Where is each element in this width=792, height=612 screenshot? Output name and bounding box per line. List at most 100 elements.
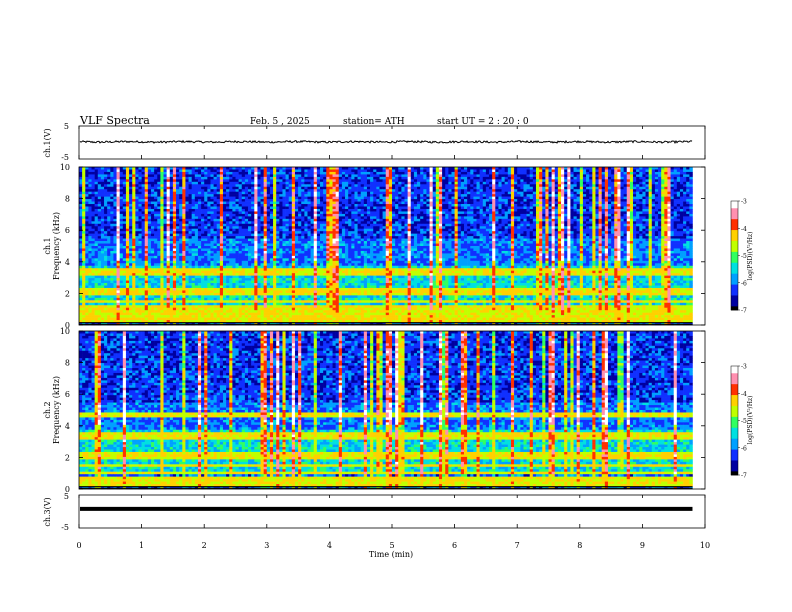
spectrogram-cell — [198, 204, 201, 207]
spectrogram-cell — [605, 192, 608, 195]
spectrogram-cell — [458, 219, 461, 222]
spectrogram-cell — [589, 192, 592, 195]
spectrogram-cell — [320, 204, 323, 207]
spectrogram-cell — [214, 226, 217, 229]
spectrogram-cell — [286, 211, 289, 214]
spectrogram-cell — [395, 209, 398, 212]
spectrogram-cell — [92, 174, 95, 177]
spectrogram-cell — [523, 169, 526, 172]
spectrogram-cell — [417, 197, 420, 200]
spectrogram-cell — [92, 194, 95, 197]
spectrogram-cell — [326, 177, 329, 180]
spectrogram-cell — [236, 216, 239, 219]
spectrogram-cell — [464, 174, 467, 177]
spectrogram-cell — [204, 177, 207, 180]
spectrogram-cell — [570, 204, 573, 207]
spectrogram-cell — [439, 226, 442, 229]
spectrogram-cell — [445, 221, 448, 224]
spectrogram-cell — [395, 194, 398, 197]
spectrogram-cell — [151, 229, 154, 232]
spectrogram-cell — [207, 174, 210, 177]
spectrogram-cell — [154, 214, 157, 217]
spectrogram-cell — [620, 192, 623, 195]
spectrogram-cell — [286, 187, 289, 190]
spectrogram-cell — [489, 169, 492, 172]
spectrogram-cell — [185, 202, 188, 205]
spectrogram-cell — [408, 204, 411, 207]
spectrogram-cell — [160, 197, 163, 200]
spectrogram-cell — [192, 192, 195, 195]
spectrogram-cell — [270, 169, 273, 172]
spectrogram-cell — [392, 211, 395, 214]
spectrogram-cell — [630, 167, 633, 170]
spectrogram-cell — [229, 169, 232, 172]
spectrogram-cell — [110, 197, 113, 200]
spectrogram-cell — [401, 211, 404, 214]
spectrogram-cell — [129, 184, 132, 187]
spectrogram-cell — [333, 172, 336, 175]
spectrogram-cell — [120, 199, 123, 202]
spectrogram-cell — [652, 221, 655, 224]
spectrogram-cell — [138, 202, 141, 205]
spectrogram-cell — [85, 187, 88, 190]
spectrogram-cell — [217, 172, 220, 175]
spectrogram-cell — [179, 219, 182, 222]
spectrogram-cell — [160, 187, 163, 190]
spectrogram-cell — [599, 214, 602, 217]
spectrogram-cell — [113, 216, 116, 219]
spectrogram-cell — [552, 179, 555, 182]
spectrogram-cell — [170, 172, 173, 175]
spectrogram-cell — [658, 226, 661, 229]
spectrogram-cell — [436, 197, 439, 200]
spectrogram-cell — [123, 202, 126, 205]
spectrogram-cell — [636, 177, 639, 180]
spectrogram-cell — [82, 221, 85, 224]
spectrogram-cell — [217, 214, 220, 217]
spectrogram-cell — [470, 224, 473, 227]
spectrogram-cell — [329, 229, 332, 232]
spectrogram-cell — [473, 174, 476, 177]
spectrogram-cell — [257, 197, 260, 200]
spectrogram-cell — [508, 224, 511, 227]
spectrogram-cell — [339, 182, 342, 185]
spectrogram-cell — [414, 189, 417, 192]
spectrogram-cell — [595, 199, 598, 202]
spectrogram-cell — [354, 167, 357, 170]
spectrogram-cell — [558, 202, 561, 205]
spectrogram-cell — [649, 184, 652, 187]
spectrogram-cell — [658, 219, 661, 222]
spectrogram-cell — [229, 177, 232, 180]
spectrogram-cell — [95, 167, 98, 170]
spectrogram-cell — [223, 199, 226, 202]
spectrogram-cell — [261, 214, 264, 217]
spectrogram-cell — [157, 207, 160, 210]
spectrogram-cell — [120, 169, 123, 172]
spectrogram-cell — [686, 174, 689, 177]
spectrogram-cell — [251, 172, 254, 175]
spectrogram-cell — [389, 214, 392, 217]
spectrogram-cell — [148, 226, 151, 229]
spectrogram-cell — [88, 221, 91, 224]
spectrogram-cell — [464, 224, 467, 227]
spectrogram-cell — [223, 224, 226, 227]
spectrogram-cell — [567, 167, 570, 170]
spectrogram-cell — [458, 226, 461, 229]
spectrogram-cell — [370, 182, 373, 185]
spectrogram-cell — [592, 179, 595, 182]
spectrogram-cell — [129, 192, 132, 195]
spectrogram-cell — [79, 172, 82, 175]
spectrogram-cell — [273, 216, 276, 219]
spectrogram-cell — [298, 182, 301, 185]
spectrogram-cell — [430, 214, 433, 217]
spectrogram-cell — [649, 214, 652, 217]
spectrogram-cell — [311, 179, 314, 182]
spectrogram-cell — [82, 219, 85, 222]
spectrogram-cell — [624, 211, 627, 214]
spectrogram-cell — [282, 189, 285, 192]
spectrogram-cell — [523, 194, 526, 197]
spectrogram-cell — [652, 192, 655, 195]
spectrogram-cell — [223, 174, 226, 177]
spectrogram-cell — [401, 216, 404, 219]
spectrogram-cell — [339, 211, 342, 214]
spectrogram-cell — [104, 219, 107, 222]
